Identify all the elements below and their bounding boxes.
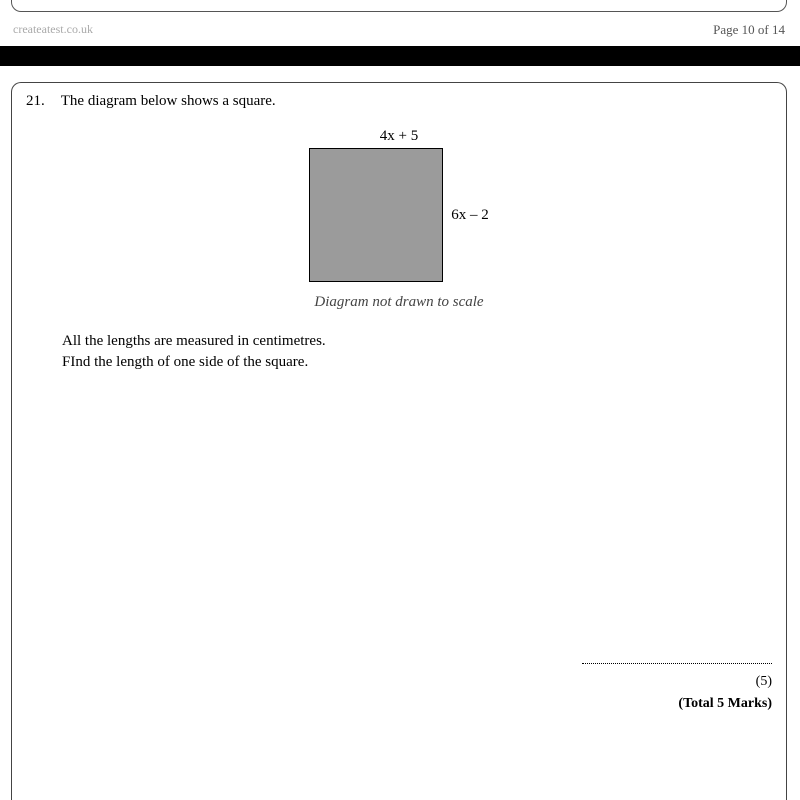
prev-question-box-bottom — [11, 0, 787, 12]
footer-site-text: createatest.co.uk — [13, 22, 93, 38]
square-shape — [309, 148, 443, 282]
question-header-row: 21. The diagram below shows a square. — [26, 93, 772, 110]
diagram-caption: Diagram not drawn to scale — [314, 294, 483, 311]
part-marks: (5) — [582, 674, 772, 690]
marks-area: (5) (Total 5 Marks) — [582, 663, 772, 712]
square-diagram: 4x + 5 6x – 2 Diagram not drawn to scale — [26, 128, 772, 311]
question-intro: The diagram below shows a square. — [61, 93, 276, 110]
question-number: 21. — [26, 93, 45, 110]
total-marks: (Total 5 Marks) — [582, 696, 772, 712]
question-box: 21. The diagram below shows a square. 4x… — [11, 82, 787, 800]
diagram-top-label: 4x + 5 — [380, 128, 418, 145]
page-divider-bar — [0, 46, 800, 66]
instruction-line-1: All the lengths are measured in centimet… — [62, 331, 772, 352]
answer-dotted-line — [582, 663, 772, 664]
diagram-right-label: 6x – 2 — [451, 207, 489, 224]
page-number: Page 10 of 14 — [713, 22, 785, 38]
question-instructions: All the lengths are measured in centimet… — [62, 331, 772, 373]
instruction-line-2: FInd the length of one side of the squar… — [62, 352, 772, 373]
diagram-row: 6x – 2 — [309, 148, 489, 282]
page-footer: createatest.co.uk Page 10 of 14 — [11, 22, 787, 38]
